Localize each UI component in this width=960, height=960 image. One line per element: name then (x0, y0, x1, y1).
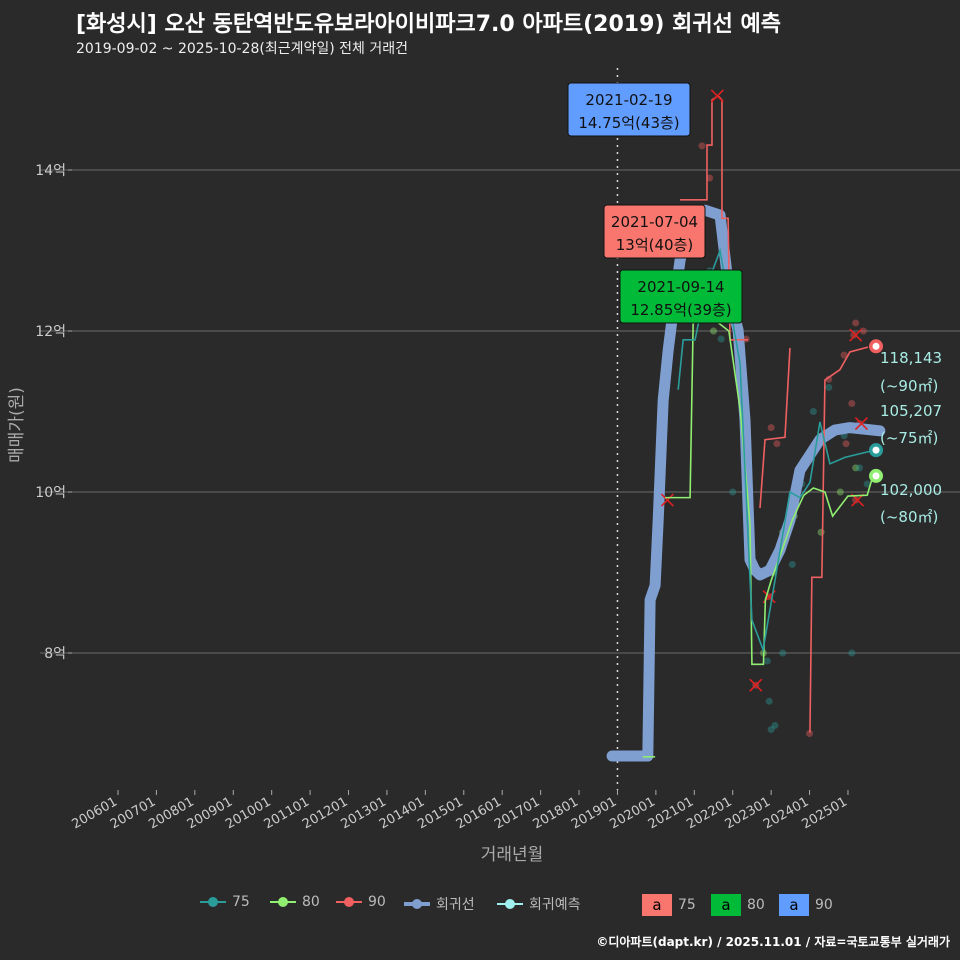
scatter-point-75 (856, 464, 864, 472)
legend-box-80: a 80 (711, 894, 765, 916)
chart-title: [화성시] 오산 동탄역반도유보라아이비파크7.0 아파트(2019) 회귀선 … (76, 12, 781, 37)
annotation-date: 2021-09-14 (637, 278, 724, 296)
end-value-label: 105,207 (880, 402, 942, 420)
max-cross-marker (849, 328, 863, 342)
y-tick-label: 14억 (35, 163, 66, 179)
scatter-point-90 (842, 440, 850, 448)
endpoint-center (872, 472, 880, 480)
scatter-point-90 (850, 331, 858, 339)
chart-subtitle: 2019-09-02 ~ 2025-10-28(최근계약일) 전체 거래건 (76, 41, 408, 57)
max-cross-marker (710, 89, 724, 103)
scatter-point-75 (809, 408, 817, 415)
scatter-point-80 (710, 327, 718, 335)
legend-label: 회귀선 (436, 897, 475, 913)
scatter-point-75 (779, 649, 787, 657)
legend-swatch: a (711, 894, 741, 916)
legend-prediction: 회귀예측 (497, 894, 581, 914)
annotation-bg (603, 204, 706, 259)
max-cross-marker (854, 417, 868, 431)
annotation-date: 2021-07-04 (611, 213, 698, 231)
annotation-bg (619, 269, 743, 324)
scatter-point-75 (788, 560, 796, 568)
y-tick-label: 8억 (44, 646, 66, 662)
legend-box-90: a 90 (779, 894, 833, 916)
scatter-point-90 (852, 496, 860, 504)
scatter-point-75 (717, 335, 725, 343)
max-cross-marker (660, 493, 674, 507)
legend-75: 75 (200, 894, 250, 910)
scatter-point-90 (859, 327, 867, 335)
scatter-point-90 (852, 319, 860, 327)
scatter-point-80 (836, 488, 844, 496)
scatter-point-90 (825, 375, 833, 383)
legend-label: 90 (815, 897, 833, 913)
legend-label: 회귀예측 (529, 897, 581, 913)
annotation-value: 13억(40층) (616, 236, 693, 254)
legend-swatch: a (642, 894, 672, 916)
end-value-label: 102,000 (880, 481, 942, 499)
y-tick-label: 10억 (35, 485, 66, 501)
x-axis-title: 거래년월 (481, 845, 544, 865)
annotation-box: 2021-02-19 14.75억(43층) (567, 82, 691, 137)
scatter-point-75 (825, 383, 833, 391)
annotation-value: 14.75억(43층) (578, 114, 679, 132)
scatter-point-75 (767, 725, 775, 733)
legend-swatch: a (779, 894, 809, 916)
annotation-date: 2021-02-19 (585, 91, 672, 109)
scatter-point-75 (765, 697, 773, 705)
regression-line (606, 204, 886, 762)
legend-box-75: a 75 (642, 894, 696, 916)
legend-regression: 회귀선 (404, 894, 475, 914)
scatter-point-75 (763, 657, 771, 665)
legend-80: 80 (270, 894, 320, 910)
legend-label: 90 (368, 894, 386, 910)
scatter-point-75 (863, 480, 871, 488)
annotation-bg (567, 82, 691, 137)
end-area-label: (~80㎡) (880, 508, 938, 526)
y-tick-label: 12억 (35, 324, 66, 340)
annotation-value: 12.85억(39층) (630, 301, 731, 319)
end-area-label: (~90㎡) (880, 377, 938, 395)
series-line-90 (809, 346, 869, 733)
annotation-box: 2021-07-04 13억(40층) (603, 204, 706, 259)
scatter-point-90 (706, 174, 714, 182)
legend-label: 80 (747, 897, 765, 913)
series-line-90 (759, 347, 791, 509)
y-axis-title: 매매가(원) (7, 387, 27, 463)
endpoint-center (872, 342, 880, 350)
legend-label: 75 (232, 894, 250, 910)
legend-90: 90 (336, 894, 386, 910)
scatter-point-90 (840, 351, 848, 359)
scatter-point-90 (767, 424, 775, 432)
scatter-point-80 (852, 464, 860, 472)
scatter-point-75 (848, 649, 856, 657)
scatter-point-90 (773, 440, 781, 448)
scatter-point-90 (848, 399, 856, 407)
max-cross-marker (749, 678, 763, 692)
scatter-point-90 (698, 142, 706, 150)
legend-label: 75 (678, 897, 696, 913)
scatter-point-75 (771, 721, 779, 729)
legend-label: 80 (302, 894, 320, 910)
caption: ©디아파트(dapt.kr) / 2025.11.01 / 자료=국토교통부 실… (596, 935, 950, 949)
scatter-point-80 (817, 528, 825, 536)
end-value-label: 118,143 (880, 349, 942, 367)
scatter-point-75 (729, 488, 737, 496)
annotation-box: 2021-09-14 12.85억(39층) (619, 269, 743, 324)
endpoint-center (872, 446, 880, 454)
scatter-point-90 (806, 730, 814, 737)
end-area-label: (~75㎡) (880, 429, 938, 447)
